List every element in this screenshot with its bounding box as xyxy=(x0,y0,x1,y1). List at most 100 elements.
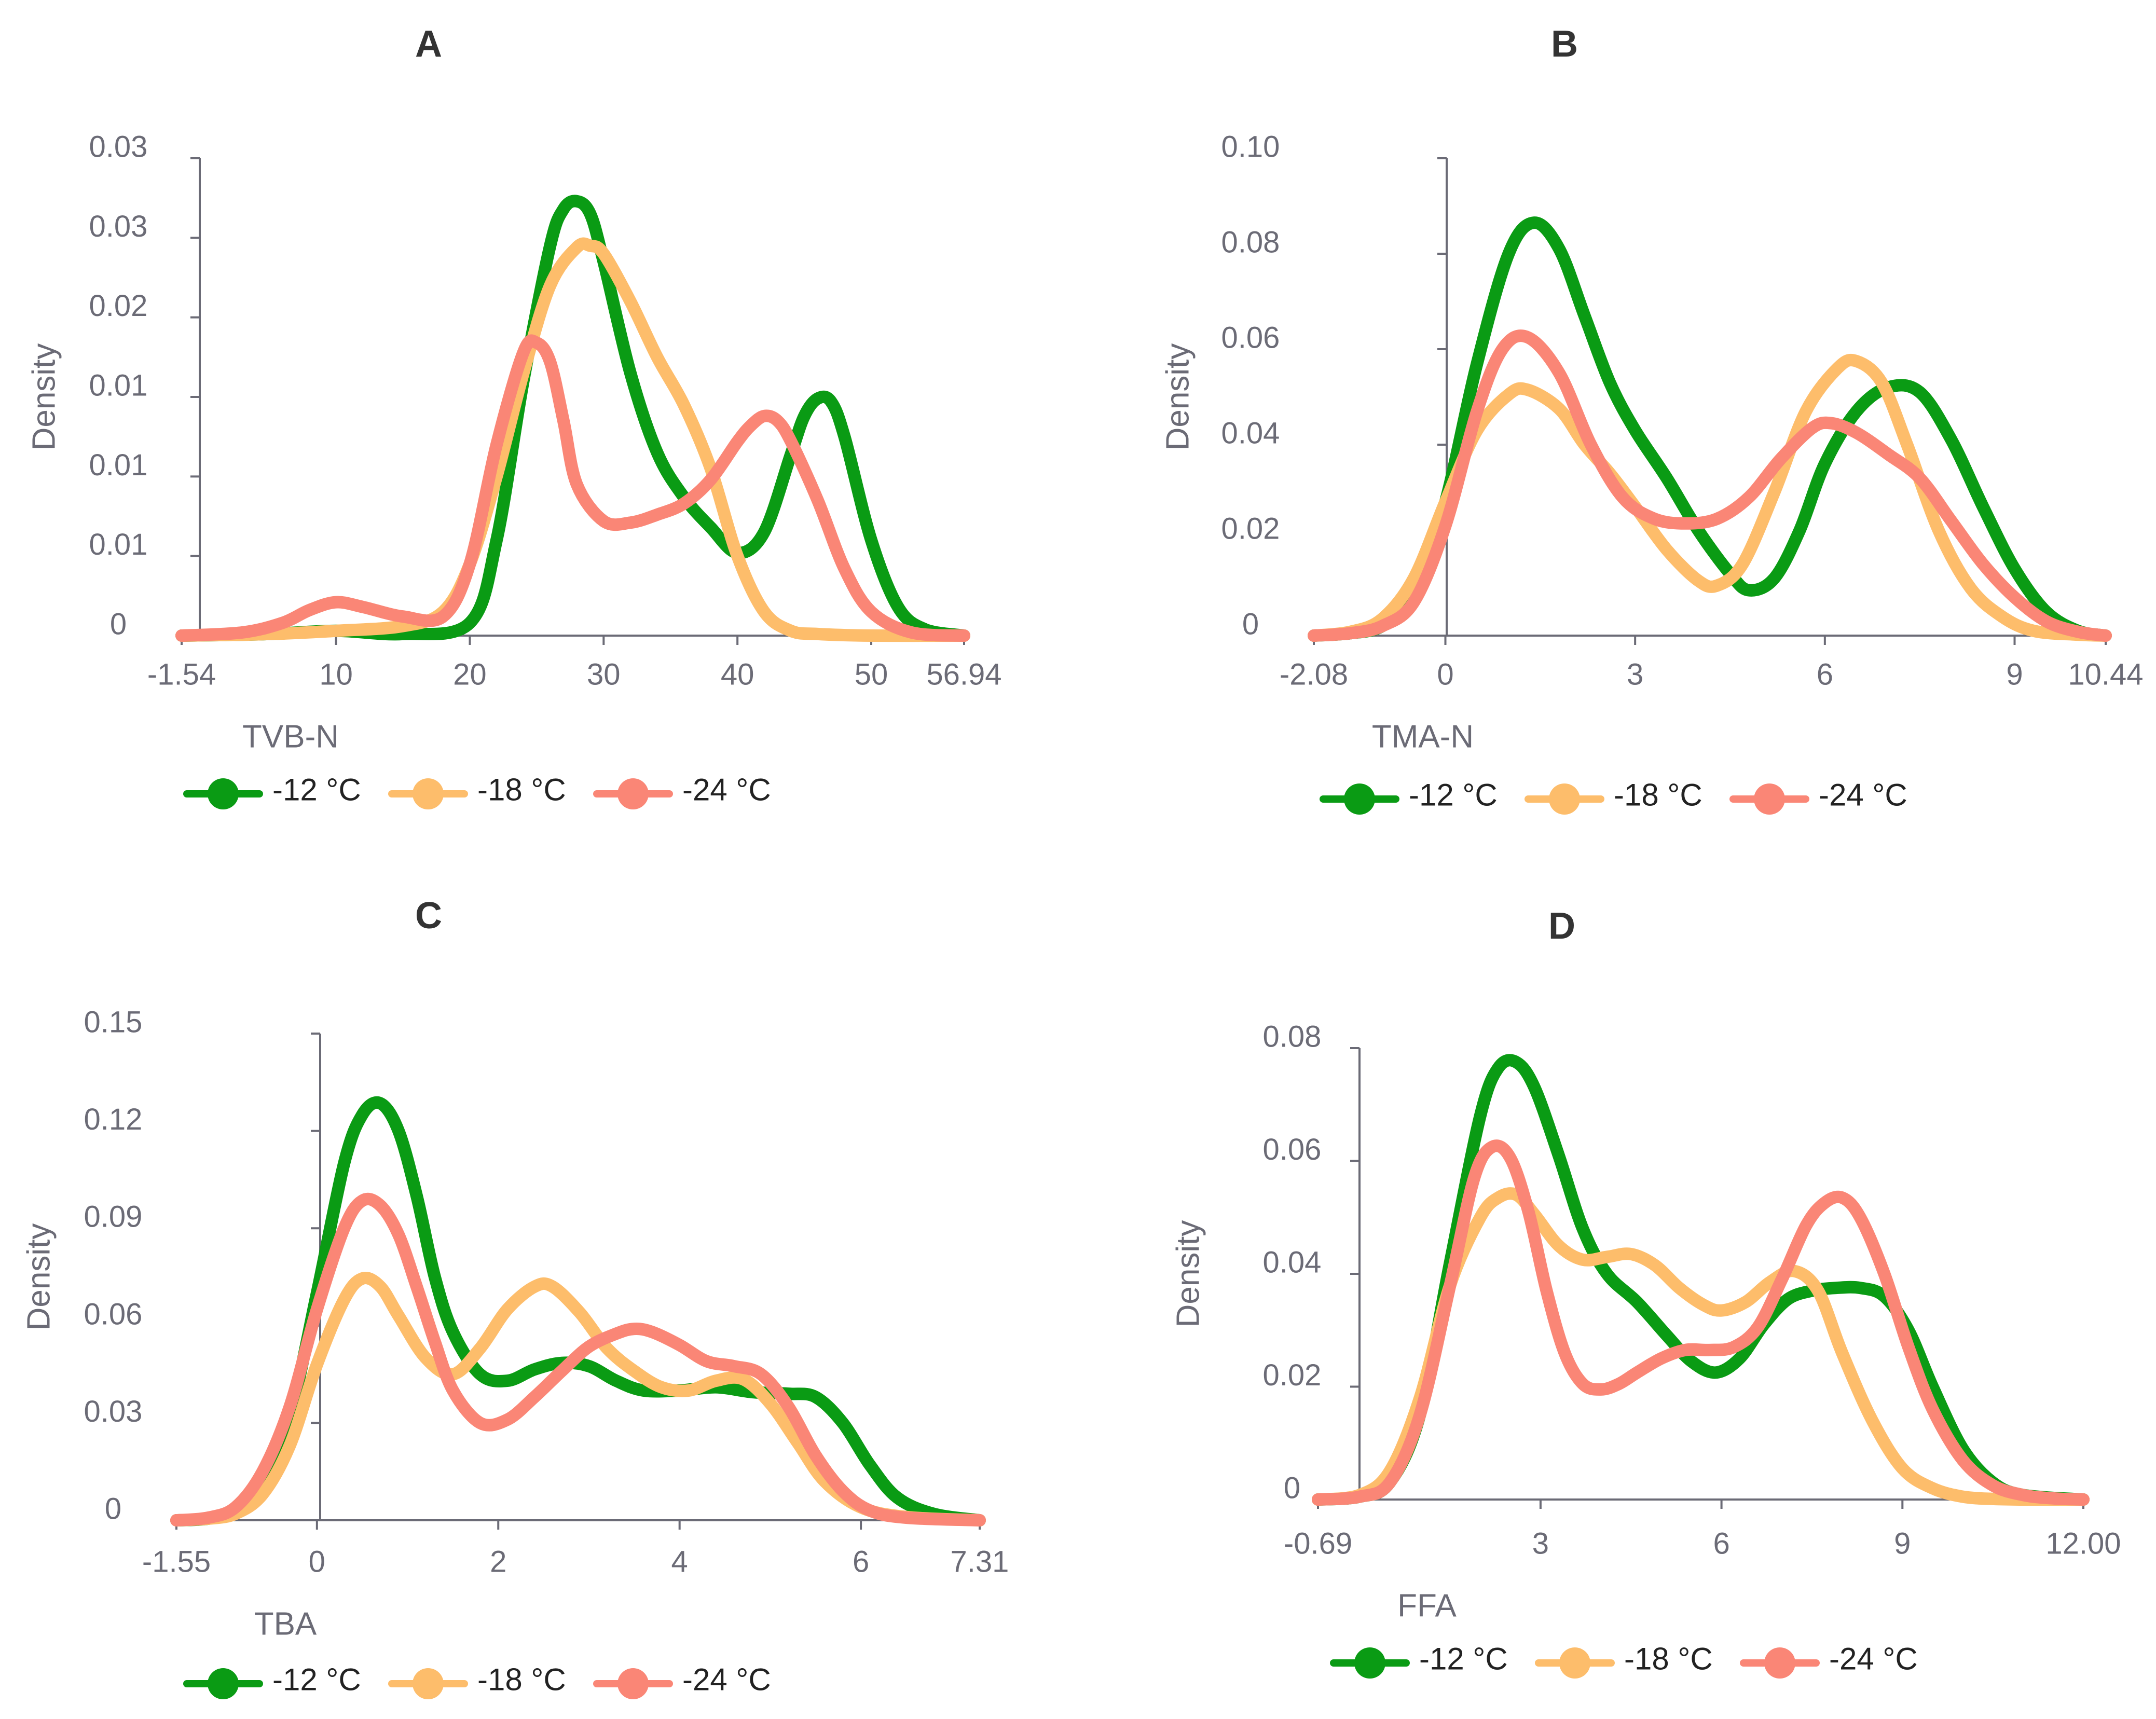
y-tick-label: 0 xyxy=(105,1492,121,1526)
chart-panel-d: D 0 0.02 0.04 0.06 0.08 -0.69 3 6 9 12.00 FFA Densit… xyxy=(1171,905,2121,1679)
y-tick-label: 0.03 xyxy=(84,1395,143,1428)
series-line-18c xyxy=(1308,353,2112,642)
chart-panel-a: A 0 0.01 0.01 0.01 0.02 0.03 0.03 -1.54 10 20 30 40 5… xyxy=(26,23,1002,809)
legend-swatch-marker xyxy=(413,1668,444,1699)
x-tick-label: 12.00 xyxy=(2045,1527,2121,1561)
legend-swatch-marker xyxy=(617,778,649,809)
x-tick-label: 4 xyxy=(671,1545,688,1579)
x-tick-label: 6 xyxy=(1713,1527,1729,1561)
legend: -12 °C -18 °C -24 °C xyxy=(183,773,771,809)
x-tick-label: 50 xyxy=(855,658,888,692)
legend-swatch-marker xyxy=(1549,783,1580,815)
legend-label: -12 °C xyxy=(1419,1642,1508,1676)
x-tick-label: 6 xyxy=(853,1545,869,1579)
legend: -12 °C -18 °C -24 °C xyxy=(183,1662,771,1699)
x-tick-label: 20 xyxy=(453,658,487,692)
series-line-24c xyxy=(175,334,970,642)
x-tick-label: -2.08 xyxy=(1280,658,1348,692)
legend: -12 °C -18 °C -24 °C xyxy=(1330,1642,1918,1679)
x-tick-label: 30 xyxy=(587,658,621,692)
x-tick-label: 0 xyxy=(1437,658,1453,692)
y-tick-label: 0.02 xyxy=(1263,1358,1322,1392)
legend-label: -18 °C xyxy=(477,773,566,807)
panel-title-b: B xyxy=(1551,23,1578,65)
legend-swatch-marker xyxy=(1354,1647,1385,1679)
x-tick-label: 10 xyxy=(319,658,353,692)
legend-swatch-marker xyxy=(1344,783,1375,815)
panel-title-d: D xyxy=(1548,905,1575,947)
legend-label: -24 °C xyxy=(1829,1642,1918,1676)
x-tick-label: 40 xyxy=(721,658,754,692)
series-line-18c xyxy=(170,1272,986,1527)
x-tick-label: -1.55 xyxy=(142,1545,211,1579)
series-line-24c xyxy=(1312,1139,2090,1506)
panel-title-c: C xyxy=(415,895,442,937)
x-tick-label: -1.54 xyxy=(147,658,216,692)
y-tick-label: 0.09 xyxy=(84,1200,143,1234)
x-tick-label: 56.94 xyxy=(926,658,1001,692)
x-axis-title: FFA xyxy=(1397,1588,1457,1624)
x-axis-title: TMA-N xyxy=(1372,719,1474,755)
x-tick-label: 3 xyxy=(1532,1527,1549,1561)
y-tick-label: 0.15 xyxy=(84,1006,143,1039)
legend-swatch-marker xyxy=(1559,1647,1590,1679)
y-tick-label: 0.04 xyxy=(1263,1246,1322,1280)
legend-swatch-marker xyxy=(413,778,444,809)
legend: -12 °C -18 °C -24 °C xyxy=(1320,778,1907,815)
legend-label: -12 °C xyxy=(1409,778,1498,813)
legend-label: -12 °C xyxy=(272,1662,361,1697)
x-tick-label: 9 xyxy=(2006,658,2023,692)
y-axis-title: Density xyxy=(26,343,62,451)
y-axis-title: Density xyxy=(1160,343,1196,451)
legend-swatch-marker xyxy=(208,1668,239,1699)
series-line-12c xyxy=(1312,1054,2090,1506)
x-tick-label: -0.69 xyxy=(1284,1527,1352,1561)
y-tick-label: 0.02 xyxy=(1221,512,1280,546)
legend-label: -24 °C xyxy=(682,1662,771,1697)
y-tick-label: 0.01 xyxy=(89,448,148,482)
y-tick-label: 0 xyxy=(1242,608,1259,641)
y-axis-title: Density xyxy=(1171,1220,1206,1328)
series-line-12c xyxy=(175,195,970,642)
legend-label: -18 °C xyxy=(1624,1642,1713,1676)
y-tick-label: 0.06 xyxy=(1221,321,1280,355)
legend-label: -18 °C xyxy=(1614,778,1702,813)
y-tick-label: 0.04 xyxy=(1221,417,1280,450)
series-line-24c xyxy=(1308,329,2112,642)
legend-swatch-marker xyxy=(208,778,239,809)
legend-swatch-marker xyxy=(617,1668,649,1699)
chart-panel-c: C 0 0.03 0.06 0.09 0.12 0.15 -1.55 0 2 4 6 7.31 TBA De… xyxy=(21,895,1009,1699)
y-tick-label: 0.12 xyxy=(84,1103,143,1136)
x-tick-label: 6 xyxy=(1817,658,1833,692)
legend-label: -12 °C xyxy=(272,773,361,807)
x-tick-label: 3 xyxy=(1627,658,1643,692)
series-line-24c xyxy=(170,1192,986,1527)
y-tick-label: 0 xyxy=(1284,1472,1300,1505)
x-tick-label: 2 xyxy=(490,1545,506,1579)
legend-label: -24 °C xyxy=(1819,778,1907,813)
y-axis-title: Density xyxy=(21,1223,57,1331)
x-tick-label: 0 xyxy=(309,1545,325,1579)
legend-swatch-marker xyxy=(1764,1647,1795,1679)
y-tick-label: 0 xyxy=(110,608,127,641)
y-tick-label: 0.03 xyxy=(89,210,148,243)
chart-panel-b: B 0 0.02 0.04 0.06 0.08 0.10 -2.08 0 3 6 9 10.44 TMA-… xyxy=(1160,23,2144,815)
y-tick-label: 0.01 xyxy=(89,369,148,403)
x-tick-label: 9 xyxy=(1894,1527,1911,1561)
panel-title-a: A xyxy=(415,23,442,65)
legend-label: -18 °C xyxy=(477,1662,566,1697)
y-tick-label: 0.08 xyxy=(1263,1020,1322,1054)
y-tick-label: 0.01 xyxy=(89,528,148,561)
y-tick-label: 0.06 xyxy=(84,1297,143,1331)
x-axis-title: TBA xyxy=(254,1606,317,1642)
y-tick-label: 0.03 xyxy=(89,130,148,164)
y-tick-label: 0.06 xyxy=(1263,1133,1322,1166)
legend-swatch-marker xyxy=(1754,783,1785,815)
y-tick-label: 0.10 xyxy=(1221,130,1280,164)
x-axis-title: TVB-N xyxy=(242,719,339,755)
legend-label: -24 °C xyxy=(682,773,771,807)
y-tick-label: 0.08 xyxy=(1221,226,1280,259)
x-tick-label: 10.44 xyxy=(2068,658,2143,692)
y-tick-label: 0.02 xyxy=(89,289,148,323)
